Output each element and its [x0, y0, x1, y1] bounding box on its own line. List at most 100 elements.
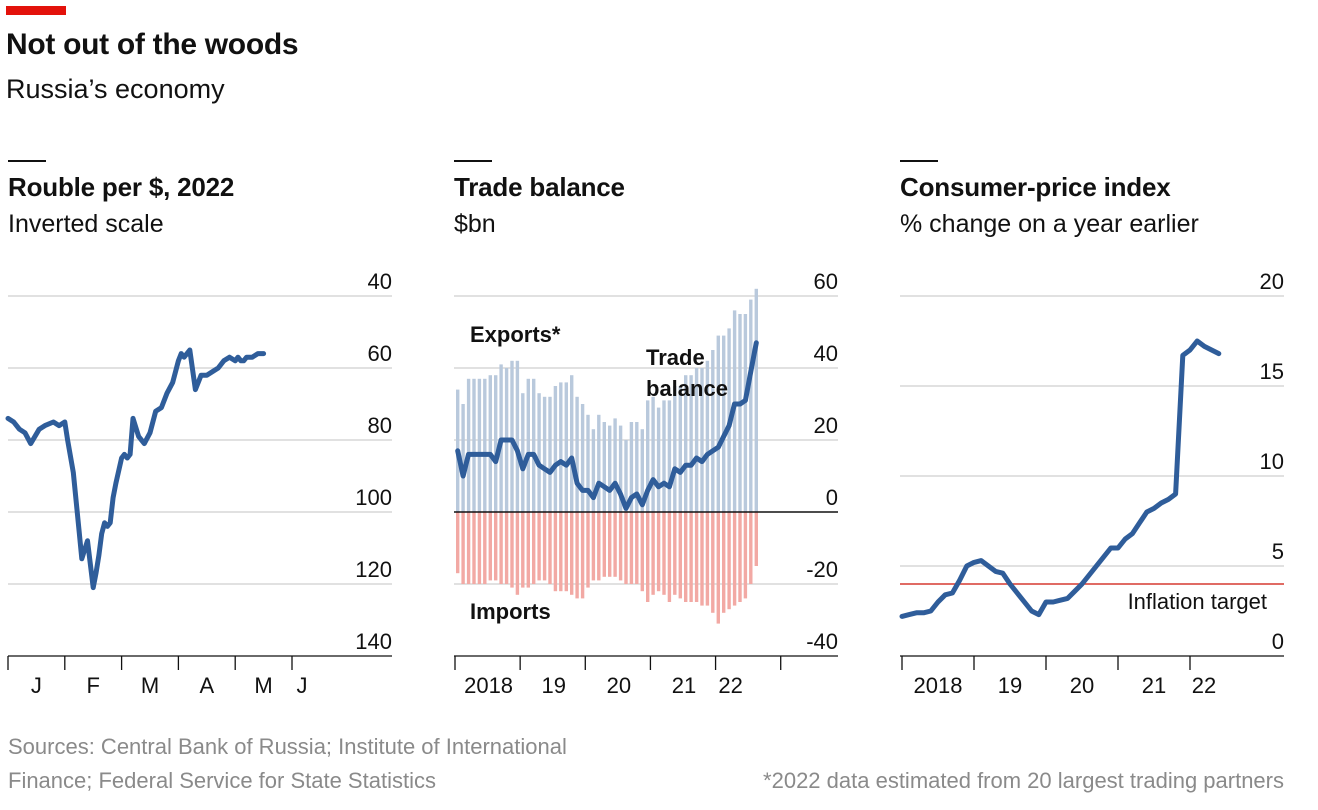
rouble-line [5, 347, 267, 591]
accent-bar [6, 6, 66, 15]
import-bar [580, 512, 585, 599]
import-bar [586, 512, 590, 588]
y-tick-label: 100 [355, 485, 392, 510]
import-bar [532, 512, 536, 584]
export-bar [700, 368, 704, 512]
y-tick-label: -20 [806, 557, 838, 582]
export-bar [667, 400, 672, 512]
import-bar [635, 512, 639, 584]
import-bar [667, 512, 672, 602]
export-bar [722, 335, 726, 512]
export-bar [461, 404, 465, 512]
import-bar [526, 512, 530, 588]
export-bar [705, 360, 710, 512]
y-tick-label: 0 [1272, 629, 1284, 654]
panel-title-rouble: Rouble per $, 2022 [8, 172, 235, 202]
export-bar [749, 299, 753, 512]
import-bar [727, 512, 731, 610]
x-tick-label: 2018 [464, 673, 513, 698]
exports-label: Exports* [470, 322, 561, 347]
export-bar [754, 288, 758, 512]
page-title: Not out of the woods [6, 28, 299, 61]
export-bar [651, 396, 655, 512]
sources-line-2: Finance; Federal Service for State Stati… [8, 768, 436, 793]
import-bar [537, 512, 541, 581]
panel-subtitle-trade: $bn [454, 210, 496, 238]
footnote: *2022 data estimated from 20 largest tra… [763, 768, 1284, 793]
import-bar [656, 512, 661, 592]
y-tick-label: 5 [1272, 539, 1284, 564]
import-bar [521, 512, 525, 588]
import-bar [548, 512, 552, 584]
export-bar [662, 400, 666, 512]
export-bar [635, 422, 639, 512]
export-bar [521, 393, 525, 512]
export-bar [477, 378, 482, 512]
import-bar [754, 512, 758, 566]
export-bar [684, 375, 688, 512]
import-bar [494, 512, 498, 581]
export-bar [586, 414, 590, 512]
x-tick-label: 20 [607, 673, 631, 698]
import-bar [700, 512, 704, 606]
export-bar [624, 440, 628, 512]
import-bar [456, 512, 460, 574]
export-bar [559, 382, 563, 512]
x-tick-label: 19 [998, 673, 1022, 698]
import-bar [553, 512, 558, 592]
export-bar [483, 378, 487, 512]
y-tick-label: 10 [1260, 449, 1284, 474]
import-bar [705, 512, 710, 606]
sources-line-1: Sources: Central Bank of Russia; Institu… [8, 734, 567, 759]
import-bar [570, 512, 574, 595]
x-tick-label: F [86, 673, 99, 698]
export-bar [591, 429, 596, 512]
y-tick-label: 80 [368, 413, 392, 438]
export-bar [608, 425, 612, 512]
export-bar [553, 386, 558, 512]
x-tick-label: 22 [1192, 673, 1216, 698]
export-bar [646, 400, 650, 512]
export-bar [526, 378, 530, 512]
trade-balance-label: balance [646, 376, 728, 401]
import-bar [749, 512, 753, 584]
export-bar [640, 429, 644, 512]
y-tick-label: 40 [368, 269, 392, 294]
import-bar [504, 512, 509, 584]
panel-rule-trade [454, 160, 492, 162]
export-bar [673, 386, 677, 512]
import-bar [662, 512, 666, 595]
import-bar [608, 512, 612, 577]
import-bar [613, 512, 617, 577]
panel-rule-rouble [8, 160, 46, 162]
x-tick-label: 2018 [914, 673, 963, 698]
x-tick-label: 21 [1142, 673, 1166, 698]
export-bar [510, 360, 514, 512]
import-bar [711, 512, 715, 613]
y-tick-label: 20 [1260, 269, 1284, 294]
x-tick-label: 21 [672, 673, 696, 698]
export-bar [532, 378, 536, 512]
export-bar [678, 386, 682, 512]
x-tick-label: A [199, 673, 214, 698]
export-bar [738, 314, 742, 512]
export-bar [548, 396, 552, 512]
import-bar [640, 512, 644, 592]
y-tick-label: 140 [355, 629, 392, 654]
import-bar [477, 512, 482, 584]
import-bar [559, 512, 563, 592]
inflation-target-label: Inflation target [1128, 589, 1267, 614]
import-bar [732, 512, 737, 606]
x-tick-label: J [31, 673, 42, 698]
panel-subtitle-rouble: Inverted scale [8, 210, 164, 238]
export-bar [580, 404, 585, 512]
export-bar [711, 350, 715, 512]
export-bar [689, 375, 693, 512]
export-bar [537, 393, 541, 512]
import-bar [689, 512, 693, 602]
import-bar [564, 512, 568, 592]
import-bar [618, 512, 623, 581]
y-tick-label: 60 [368, 341, 392, 366]
import-bar [488, 512, 492, 581]
